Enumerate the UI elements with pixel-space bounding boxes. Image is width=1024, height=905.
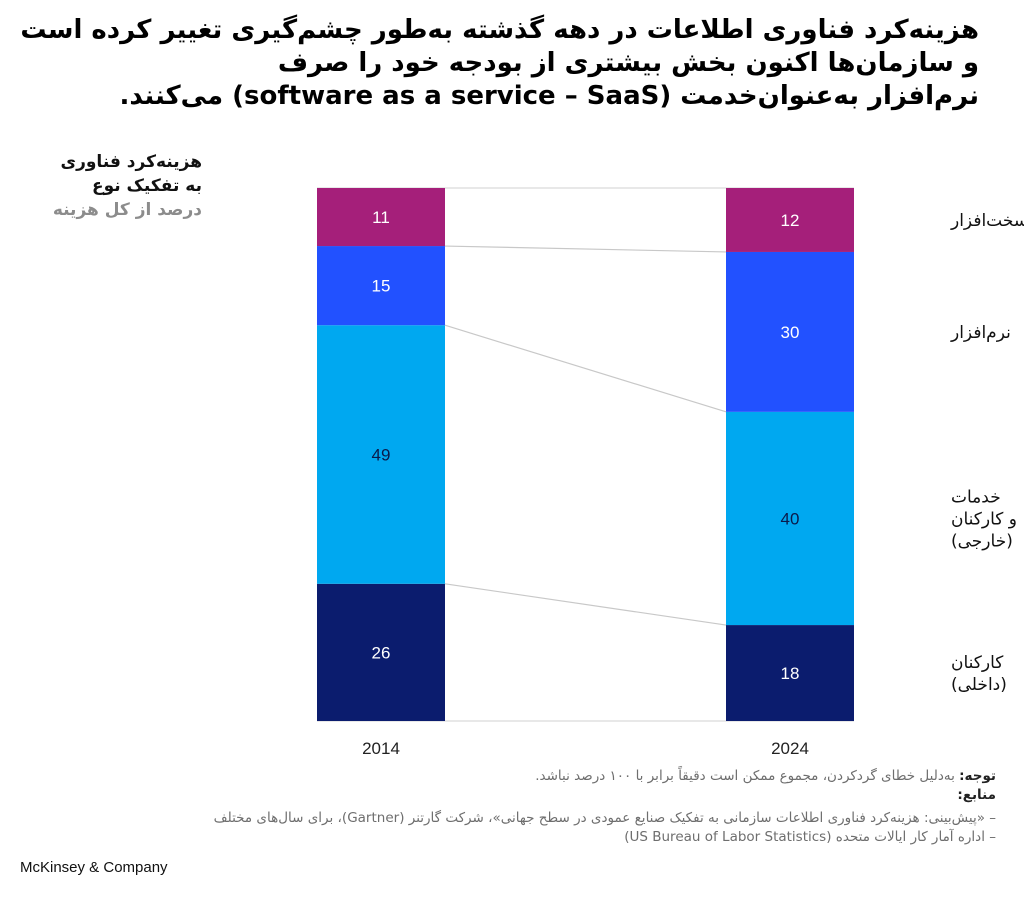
bar-segment-2024-0 [726,625,854,721]
x-tick-label-2024: 2024 [771,739,809,758]
legend-label-1: نرم‌افزار [950,323,1011,343]
bar-segment-2024-3 [726,188,854,252]
note-label: توجه: [959,768,996,784]
data-label-2024-1: 40 [781,509,800,528]
bar-segment-2024-1 [726,411,854,626]
bar-segment-2014-0 [317,583,445,721]
legend-label-3-line-1: (داخلی) [951,675,1007,695]
source-gartner: – «پیش‌بینی: هزینه‌کرد فناوری اطلاعات سا… [213,810,996,826]
bar-segment-2014-3 [317,188,445,247]
mckinsey-logo: McKinsey & Company [20,859,168,876]
chart-title: هزینه‌کرد فناوری اطلاعات در دهه گذشته به… [19,14,979,113]
bar-segment-2014-1 [317,325,445,584]
title-line-1: هزینه‌کرد فناوری اطلاعات در دهه گذشته به… [20,15,979,45]
data-label-2014-1: 49 [372,446,391,465]
chart-subtitle: هزینه‌کرد فناوری به تفکیک نوع درصد از کل… [2,150,202,222]
x-tick-label-2014: 2014 [362,739,400,758]
title-line-3: نرم‌افزار به‌عنوان‌خدمت (software as a s… [119,81,979,111]
subtitle-unit: درصد از کل هزینه [52,200,202,220]
sources-label: منابع: [957,787,996,803]
connector-line-2 [444,324,727,413]
note-text: به‌دلیل خطای گردکردن، مجموع ممکن است دقی… [535,768,960,784]
subtitle-line-1: هزینه‌کرد فناوری [60,152,203,172]
connector-line-3 [444,245,727,253]
data-label-2014-3: 11 [372,208,390,227]
source-bls: – اداره آمار کار ایالات متحده (US Bureau… [624,829,996,845]
subtitle-line-2: به تفکیک نوع [91,176,202,196]
legend-label-0: سخت‌افزار [950,211,1024,231]
data-label-2014-0: 26 [372,643,391,662]
legend-label-0-line-0: سخت‌افزار [950,211,1024,231]
data-label-2024-0: 18 [781,664,800,683]
title-line-2: و سازمان‌ها اکنون بخش بیشتری از بودجه خو… [277,48,979,78]
legend-label-2-line-1: و کارکنان [951,509,1017,529]
data-label-2024-2: 30 [781,323,800,342]
connector-line-1 [444,583,727,626]
legend-label-3: کارکنان(داخلی) [951,653,1007,695]
legend-label-1-line-0: نرم‌افزار [950,323,1011,343]
rounding-note: توجه: به‌دلیل خطای گردکردن، مجموع ممکن ا… [6,767,996,786]
bar-segment-2014-2 [317,246,445,326]
legend-label-2-line-2: (خارجی) [951,531,1013,551]
data-label-2024-3: 12 [781,211,800,230]
legend-label-2-line-0: خدمات [951,487,1001,507]
bar-segment-2024-2 [726,251,854,412]
legend-label-3-line-0: کارکنان [951,653,1004,673]
data-label-2014-2: 15 [372,277,391,296]
